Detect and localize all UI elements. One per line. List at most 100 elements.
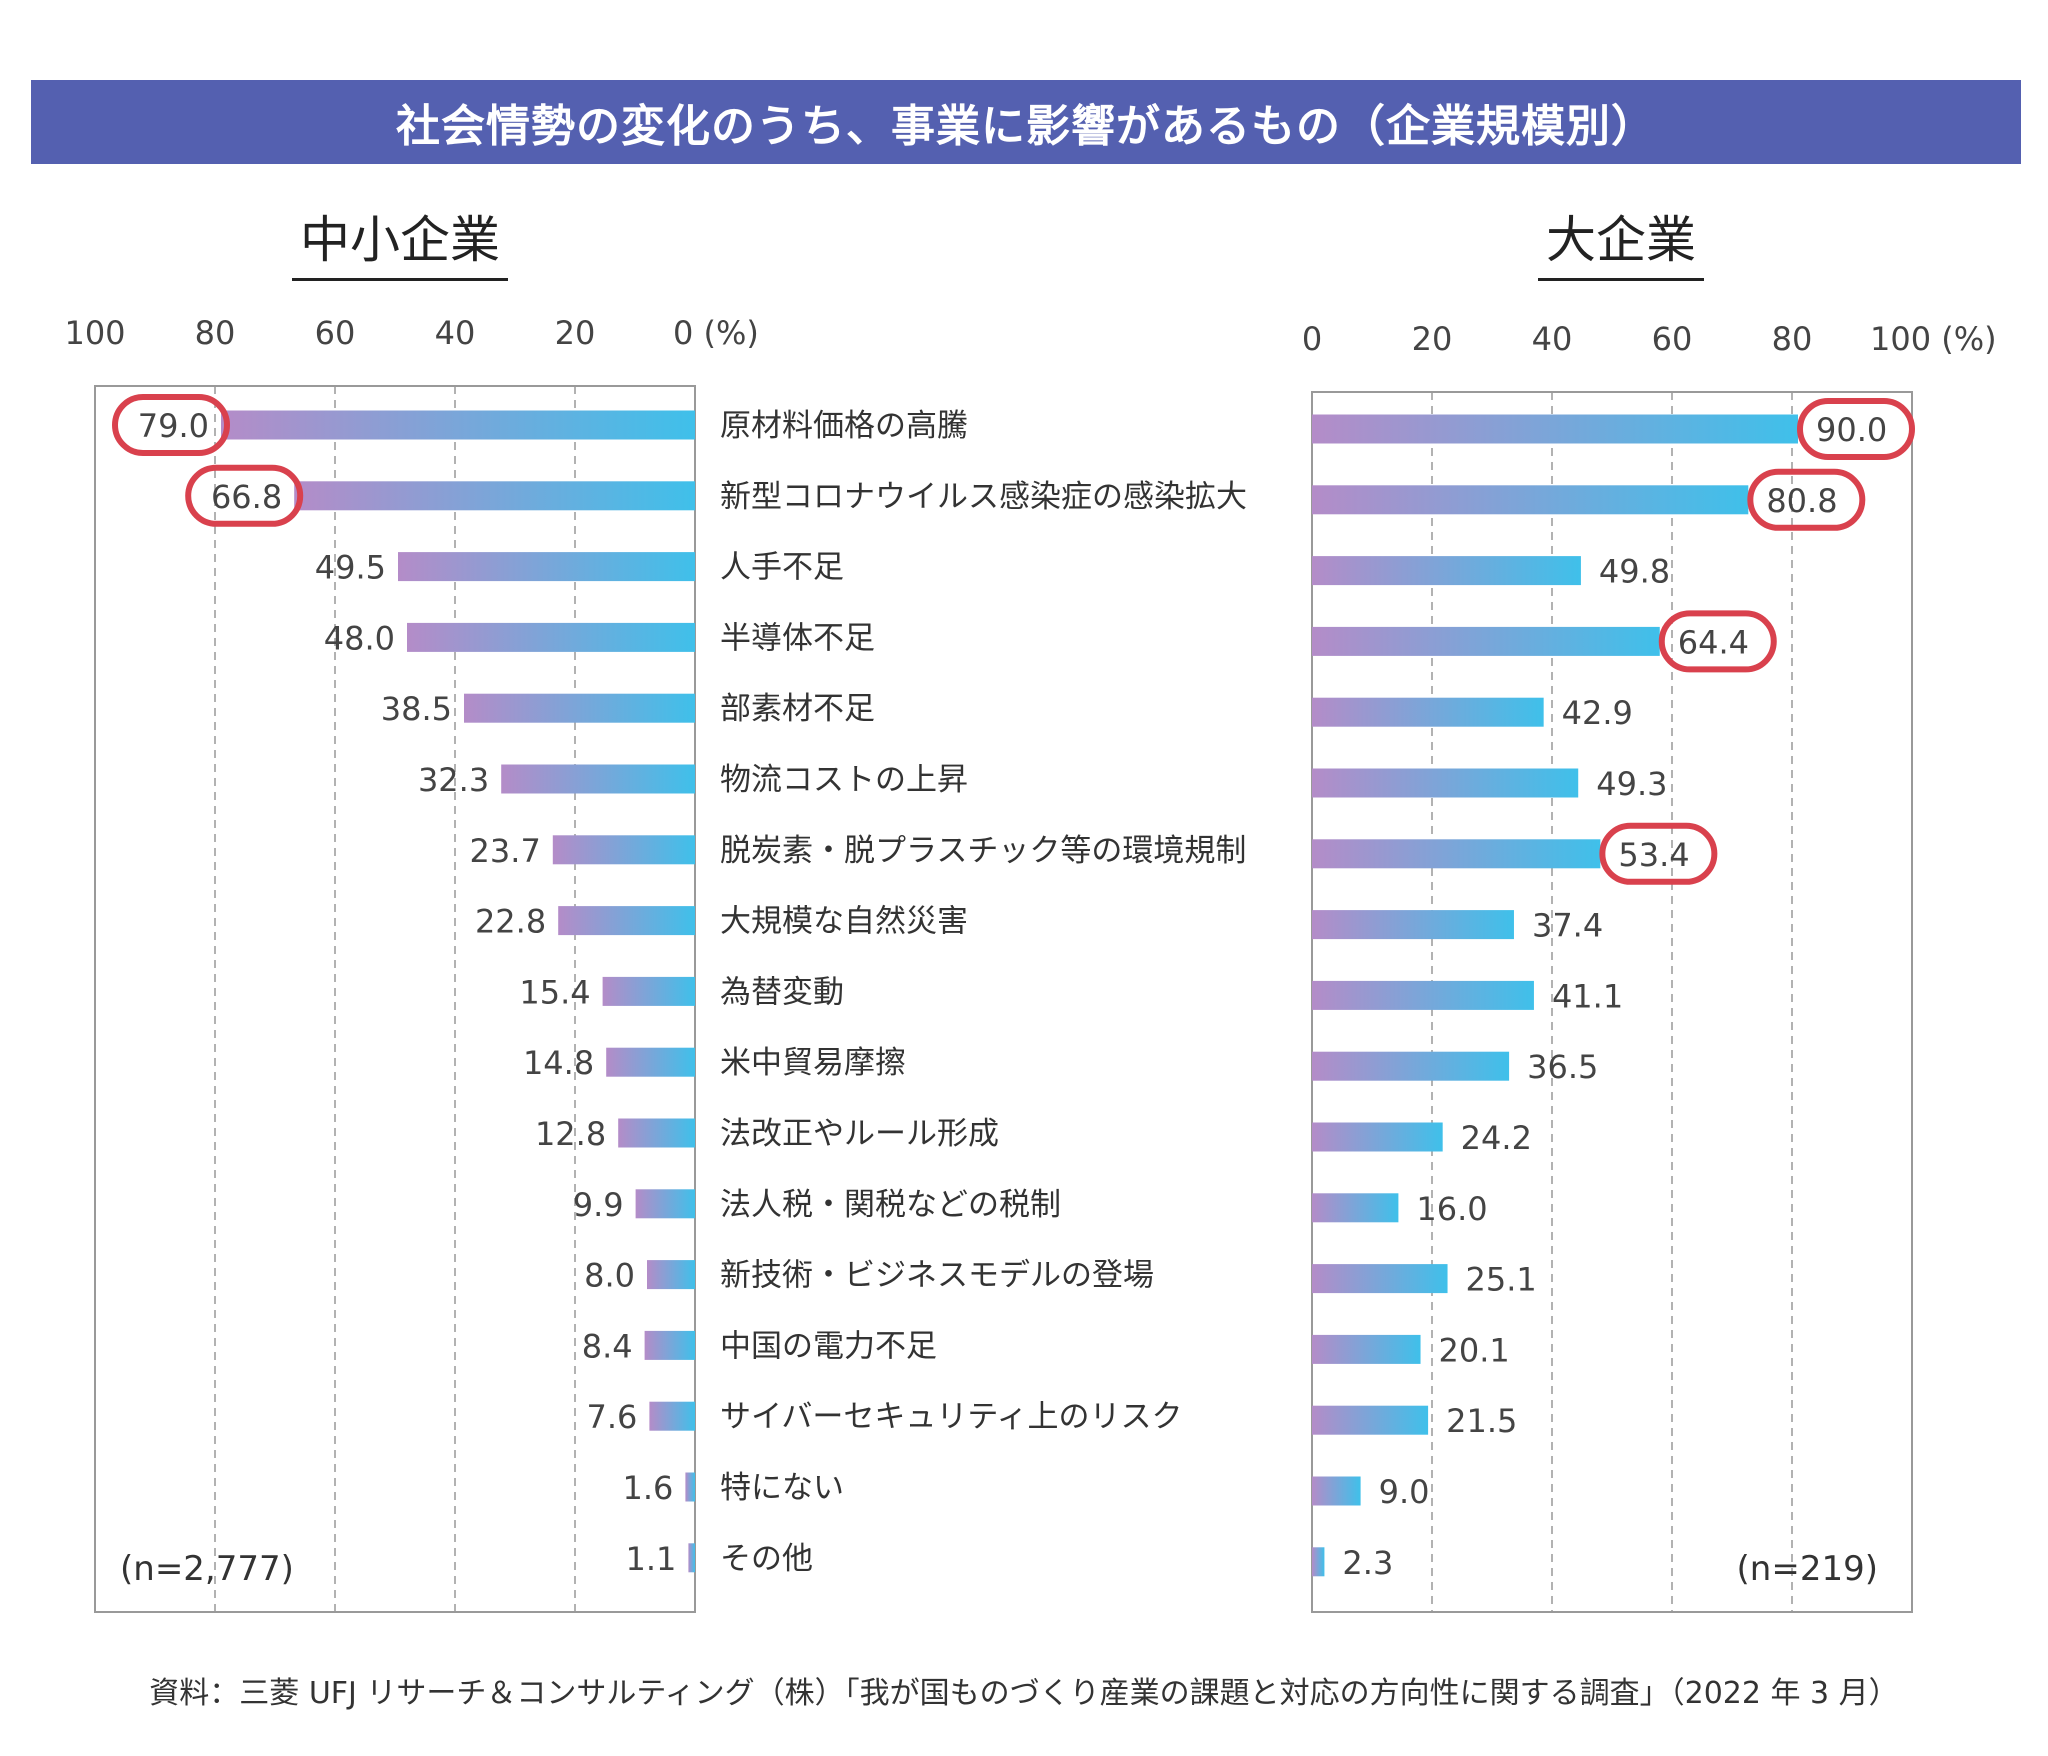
bar [294,481,695,511]
bar [1312,768,1579,798]
bar [1312,1405,1429,1435]
bar [1312,485,1749,515]
data-label: 20.1 [1439,1331,1510,1369]
chart-title: 社会情勢の変化のうち、事業に影響があるもの（企業規模別） [396,101,1656,152]
bar [1312,626,1660,656]
category-label: 部素材不足 [720,691,875,727]
data-label: 64.4 [1678,623,1749,661]
data-label: 1.1 [626,1540,677,1578]
tick-label: 80 [195,314,236,352]
data-label: 8.0 [584,1257,635,1295]
bar [221,410,695,440]
tick-label: 20 [1412,320,1453,358]
data-label: 37.4 [1532,907,1603,945]
data-label: 90.0 [1816,411,1887,449]
category-label: 法人税・関税などの税制 [720,1187,1061,1223]
category-label: 人手不足 [720,550,844,586]
data-label: 23.7 [470,832,541,870]
tick-label: 80 [1772,320,1813,358]
bar [606,1047,695,1077]
sme-chart: 100 80 60 40 20 0 (%) 79.066.8 49.5 48.0 38.5 32.3… [64,314,759,1613]
data-label: 80.8 [1766,482,1837,520]
bar [618,1118,695,1148]
category-label: 特にない [720,1470,844,1506]
bar [1312,414,1798,444]
bar [1312,1547,1325,1577]
data-label: 49.5 [315,549,386,587]
category-label: 米中貿易摩擦 [720,1045,906,1081]
data-label: 15.4 [519,973,590,1011]
category-label: 為替変動 [720,974,844,1010]
bar [644,1330,695,1360]
bar [464,693,695,723]
tick-label: 40 [435,314,476,352]
tick-label: 20 [555,314,596,352]
highlight-ring [185,464,304,527]
highlight-ring [112,394,230,456]
data-label: 41.1 [1552,977,1623,1015]
source-note: 資料：三菱 UFJ リサーチ＆コンサルティング（株）「我が国ものづくり産業の課題… [149,1676,1899,1711]
data-label: 2.3 [1342,1544,1393,1582]
data-label: 21.5 [1446,1402,1517,1440]
bar [1312,1122,1443,1152]
category-label: 半導体不足 [720,620,875,656]
bar [602,976,695,1006]
data-label: 16.0 [1416,1190,1487,1228]
large-panel-heading: 大企業 [1538,200,1704,281]
bar [649,1401,695,1431]
bar [1312,1334,1421,1364]
bar [552,835,695,865]
bar [1312,910,1514,940]
category-label: 新技術・ビジネスモデルの登場 [720,1258,1154,1294]
category-labels: 原材料価格の高騰新型コロナウイルス感染症の感染拡大人手不足半導体不足部素材不足物… [720,408,1247,1577]
bar [1312,697,1544,727]
bar [635,1189,695,1219]
data-label: 32.3 [418,761,489,799]
bar [398,552,695,582]
bar [1312,1193,1399,1223]
category-label: 法改正やルール形成 [720,1116,999,1152]
data-label: 25.1 [1466,1261,1537,1299]
data-label: 53.4 [1618,836,1689,874]
tick-label: 0 [1302,320,1322,358]
data-label: 14.8 [523,1044,594,1082]
bar [1312,1476,1361,1506]
bar [647,1260,695,1290]
bar [1312,1264,1448,1294]
data-label: 48.0 [324,619,395,657]
bar [501,764,695,794]
data-label: 42.9 [1562,694,1633,732]
data-label: 49.8 [1599,553,1670,591]
data-label: 12.8 [535,1115,606,1153]
sample-size-note: (n=219) [1737,1549,1878,1589]
category-label: 中国の電力不足 [720,1328,937,1364]
bar [1312,980,1534,1010]
sample-size-note: (n=2,777) [120,1549,294,1589]
bar [1312,839,1601,869]
category-label: 原材料価格の高騰 [720,408,968,444]
data-label: 79.0 [138,407,209,445]
category-label: その他 [720,1541,813,1577]
highlight-ring [1797,398,1915,460]
category-label: 新型コロナウイルス感染症の感染拡大 [720,479,1247,515]
data-label: 24.2 [1461,1119,1532,1157]
data-label: 1.6 [623,1469,674,1507]
large-company-chart: 0 20 40 60 80 100 (%) 90.0 80.8 49.864.4 42.9 49.3… [1302,320,1997,1613]
data-label: 8.4 [582,1327,633,1365]
data-label: 9.0 [1379,1473,1430,1511]
highlight-ring [1747,468,1866,531]
category-label: サイバーセキュリティ上のリスク [720,1399,1183,1435]
bar [685,1472,695,1502]
data-label: 49.3 [1596,765,1667,803]
category-label: 物流コストの上昇 [720,762,968,798]
tick-label: 100 (%) [1870,320,1997,358]
highlight-ring [1658,610,1777,673]
chart-title-bar: 社会情勢の変化のうち、事業に影響があるもの（企業規模別） [31,80,2021,164]
category-label: 大規模な自然災害 [720,904,968,940]
sme-panel-heading: 中小企業 [292,200,508,281]
data-label: 7.6 [587,1398,638,1436]
tick-label: 100 [64,314,125,352]
tick-label: 60 [1652,320,1693,358]
bar [407,622,695,652]
